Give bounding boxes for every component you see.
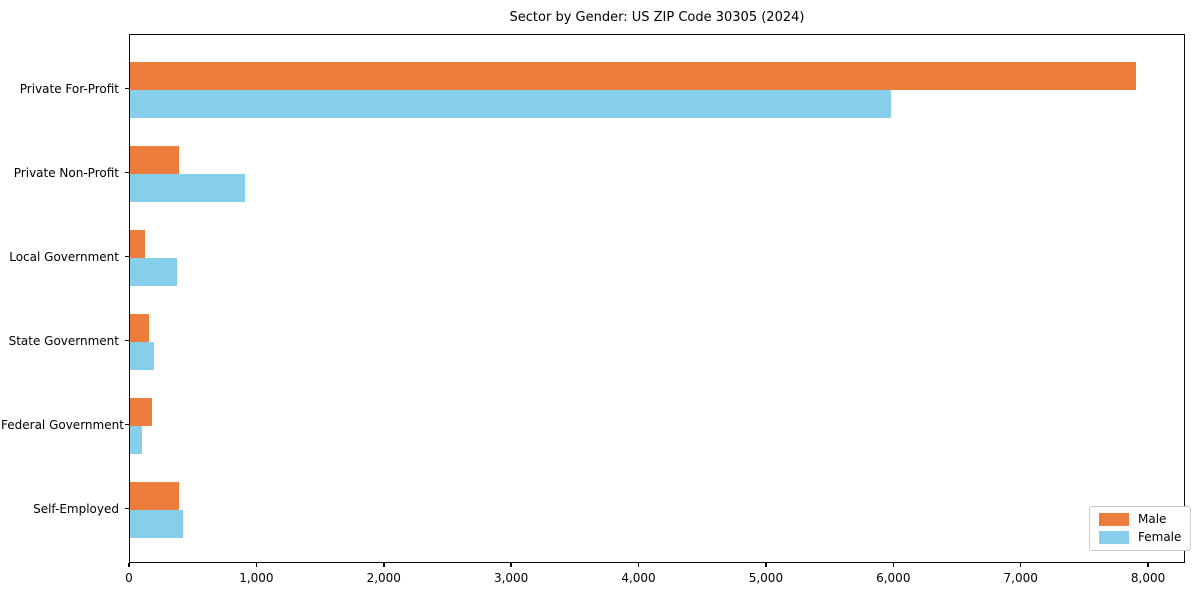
x-tick-label-0: 0 bbox=[125, 571, 133, 585]
y-tick-label-federal-government: Federal Government bbox=[1, 417, 124, 432]
x-tick-mark bbox=[128, 563, 130, 567]
x-tick-label-7000: 7,000 bbox=[1003, 571, 1038, 585]
x-tick-label-4000: 4,000 bbox=[621, 571, 656, 585]
x-tick-label-3000: 3,000 bbox=[493, 571, 529, 585]
legend-swatch-male bbox=[1099, 513, 1129, 526]
bar-male-private-non-profit bbox=[130, 145, 179, 174]
y-tick-mark bbox=[125, 171, 129, 174]
legend: Male Female bbox=[1089, 506, 1192, 551]
x-tick-mark bbox=[637, 563, 640, 567]
legend-swatch-female bbox=[1099, 531, 1129, 544]
bar-male-private-for-profit bbox=[130, 61, 1137, 90]
y-tick-label-local-government: Local Government bbox=[9, 249, 119, 264]
plot-area bbox=[129, 34, 1185, 563]
x-tick-label-2000: 2,000 bbox=[366, 571, 401, 585]
bar-male-federal-government bbox=[130, 397, 153, 426]
bar-male-state-government bbox=[130, 313, 150, 342]
x-tick-mark bbox=[1147, 563, 1149, 567]
x-tick-label-8000: 8,000 bbox=[1130, 571, 1166, 585]
bar-female-private-non-profit bbox=[130, 173, 245, 202]
x-tick-mark bbox=[383, 563, 385, 567]
x-tick-label-6000: 6,000 bbox=[876, 571, 911, 585]
legend-item-male: Male bbox=[1099, 513, 1181, 526]
bar-female-self-employed bbox=[130, 509, 183, 538]
y-tick-label-self-employed: Self-Employed bbox=[33, 501, 119, 516]
legend-item-female: Female bbox=[1099, 531, 1181, 544]
bar-female-private-for-profit bbox=[130, 89, 891, 118]
x-tick-mark bbox=[1019, 563, 1022, 567]
y-tick-mark bbox=[125, 507, 129, 510]
bar-male-local-government bbox=[130, 229, 145, 258]
y-tick-label-private-non-profit: Private Non-Profit bbox=[13, 165, 119, 180]
bar-female-local-government bbox=[130, 257, 178, 286]
legend-label-female: Female bbox=[1138, 530, 1182, 544]
x-tick-label-1000: 1,000 bbox=[239, 571, 274, 585]
bar-female-federal-government bbox=[130, 425, 142, 454]
y-tick-mark bbox=[125, 87, 129, 90]
x-tick-mark bbox=[892, 563, 895, 567]
x-tick-label-5000: 5,000 bbox=[748, 571, 784, 585]
chart-title: Sector by Gender: US ZIP Code 30305 (202… bbox=[509, 10, 805, 25]
y-tick-mark bbox=[125, 339, 129, 342]
bar-female-state-government bbox=[130, 341, 154, 370]
y-tick-mark bbox=[125, 255, 129, 258]
y-tick-label-private-for-profit: Private For-Profit bbox=[19, 81, 119, 96]
y-tick-label-state-government: State Government bbox=[8, 333, 119, 348]
legend-label-male: Male bbox=[1138, 512, 1167, 526]
y-tick-mark bbox=[125, 423, 129, 426]
x-tick-mark bbox=[255, 563, 258, 567]
x-tick-mark bbox=[765, 563, 767, 567]
x-tick-mark bbox=[510, 563, 512, 567]
bar-male-self-employed bbox=[130, 481, 179, 510]
